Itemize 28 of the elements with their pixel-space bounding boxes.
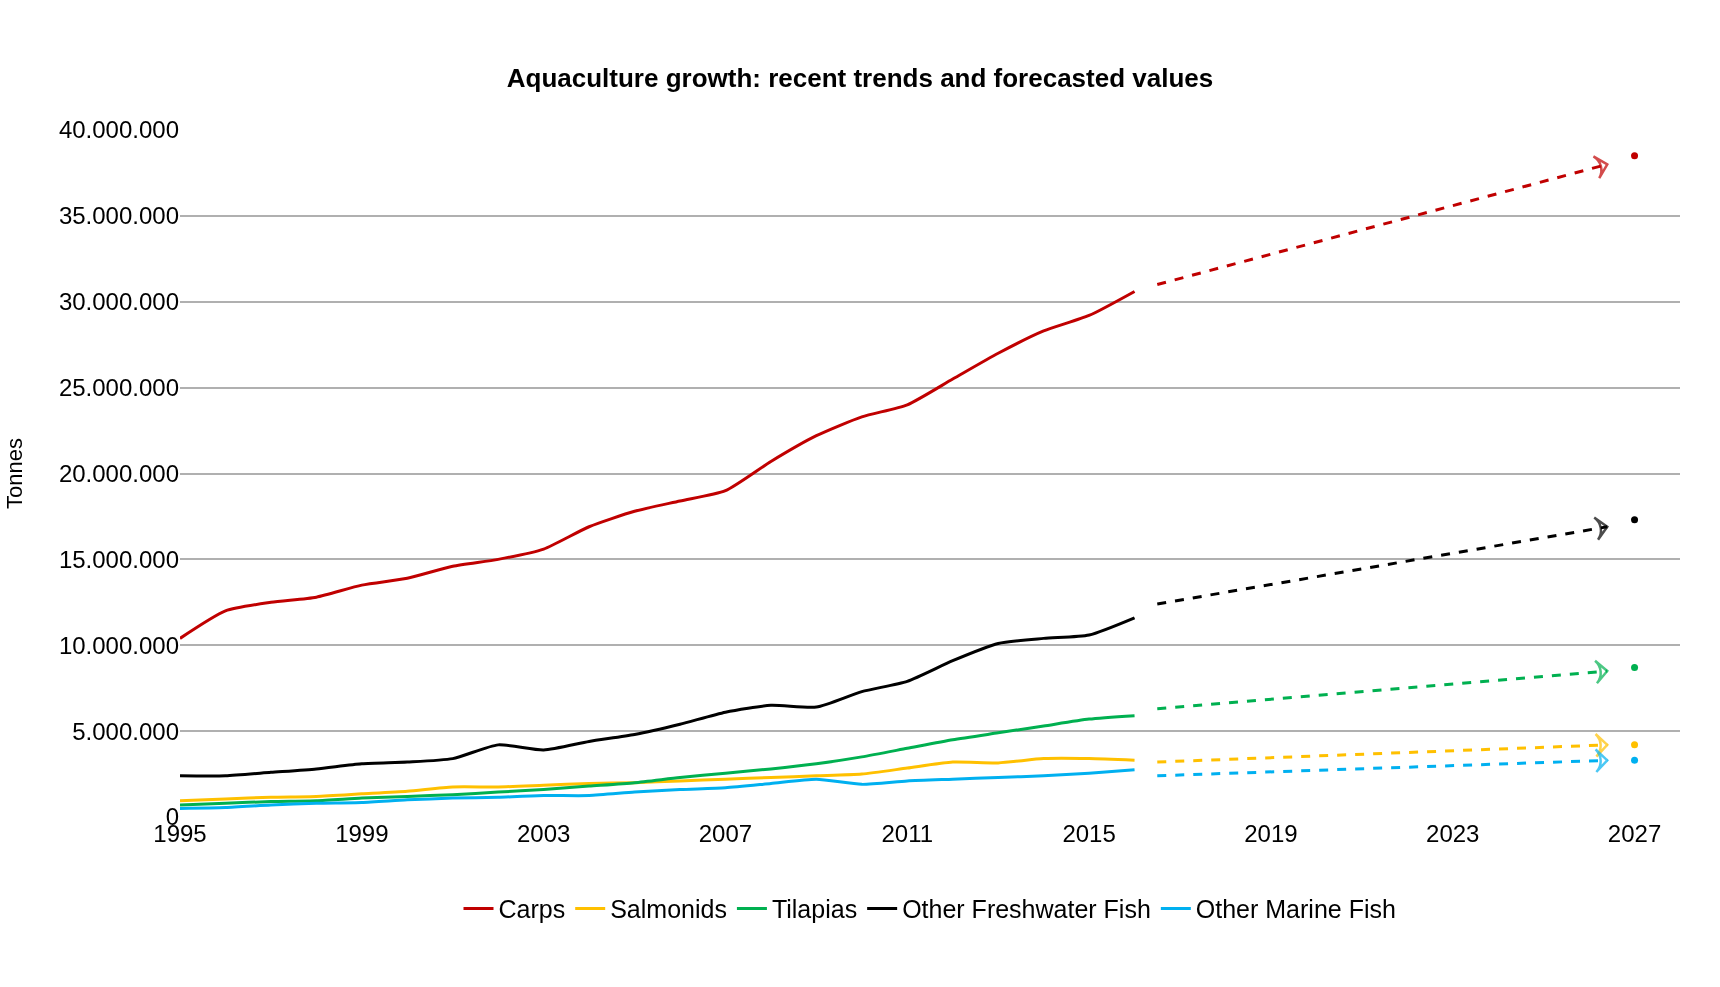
y-tick-label: 30.000.000	[58, 288, 179, 316]
x-tick-label: 2003	[516, 820, 571, 847]
y-tick-label: 15.000.000	[58, 545, 179, 573]
y-tick-label: 5.000.000	[72, 717, 179, 745]
y-tick-label: 35.000.000	[58, 202, 179, 230]
x-tick-label: 2011	[881, 820, 934, 847]
x-tick-label: 2027	[1607, 820, 1662, 847]
y-axis-title: Tonnes	[1, 438, 27, 509]
x-tick-label: 2015	[1062, 820, 1116, 847]
legend-label: Salmonids	[610, 895, 727, 924]
y-tick-label: 20.000.000	[58, 459, 179, 487]
line-series	[180, 714, 1137, 807]
legend-label: Tilapias	[771, 895, 858, 924]
x-tick-label: 2007	[698, 820, 753, 847]
y-tick-label: 10.000.000	[58, 631, 179, 659]
y-tick-label: 40.000.000	[58, 116, 179, 144]
legend-label: Other Marine Fish	[1195, 895, 1396, 924]
line-series	[180, 616, 1137, 778]
legend-label: Other Freshwater Fish	[902, 895, 1151, 924]
chart-title: Aquaculture growth: recent trends and forecasted values	[506, 63, 1214, 94]
line-series	[180, 289, 1137, 640]
line-series	[180, 768, 1137, 810]
x-tick-label: 2023	[1426, 820, 1480, 847]
x-tick-label: 2019	[1244, 820, 1298, 847]
y-tick-label: 25.000.000	[58, 374, 179, 402]
legend-label: Carps	[498, 895, 566, 924]
x-tick-label: 1999	[335, 820, 389, 847]
line-series	[180, 756, 1137, 803]
